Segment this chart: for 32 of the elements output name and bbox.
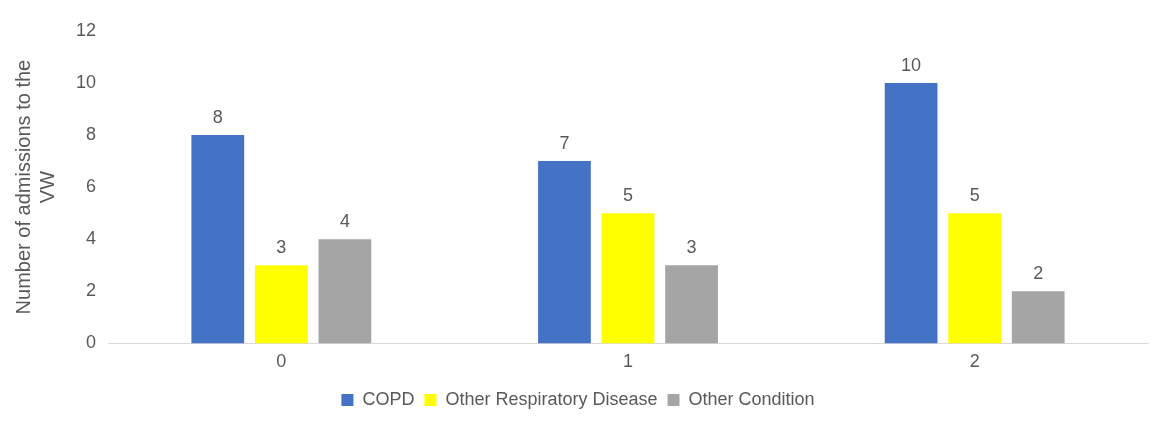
bar [254, 265, 308, 344]
data-label: 7 [559, 133, 570, 154]
bar [884, 82, 938, 344]
bar [538, 161, 591, 344]
x-tick-label: 2 [969, 351, 980, 372]
bar [601, 213, 655, 344]
y-tick-label: 8 [86, 123, 97, 144]
legend-label: Other Respiratory Disease [445, 388, 658, 409]
data-label: 3 [686, 237, 697, 258]
data-label: 8 [212, 106, 223, 127]
y-tick-label: 4 [86, 228, 97, 249]
bar [948, 213, 1002, 344]
x-tick-label: 0 [276, 351, 287, 372]
x-tick-label: 1 [623, 351, 634, 372]
data-label: 5 [623, 185, 634, 206]
legend-label: COPD [362, 388, 415, 409]
bar [665, 265, 718, 344]
y-tick-label: 0 [86, 332, 97, 353]
y-tick-label: 6 [86, 176, 97, 197]
data-label: 5 [969, 185, 980, 206]
data-label: 4 [339, 211, 350, 232]
y-tick-label: 2 [86, 280, 97, 301]
legend-label: Other Condition [688, 388, 815, 409]
data-label: 3 [276, 237, 287, 258]
y-tick-label: 10 [75, 71, 97, 92]
y-axis-title: Number of admissions to the VW [11, 59, 58, 315]
bar [191, 135, 245, 344]
data-label: 2 [1033, 263, 1044, 284]
bar [1011, 291, 1065, 344]
bar [318, 239, 372, 344]
y-tick-label: 12 [75, 19, 97, 40]
data-label: 10 [901, 54, 922, 75]
